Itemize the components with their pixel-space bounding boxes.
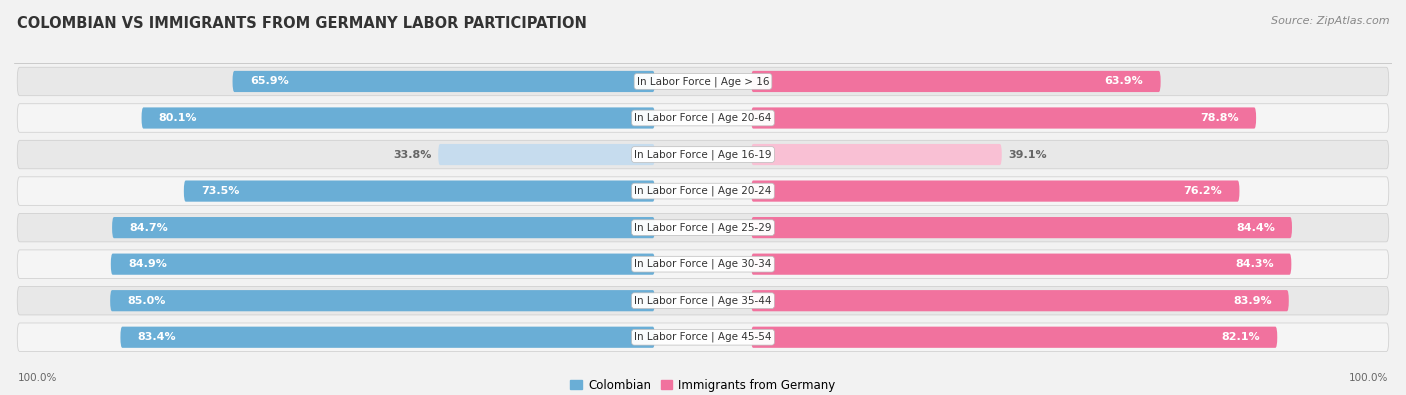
Text: 78.8%: 78.8% [1201,113,1239,123]
Text: 76.2%: 76.2% [1184,186,1222,196]
FancyBboxPatch shape [232,71,655,92]
FancyBboxPatch shape [751,107,1256,129]
FancyBboxPatch shape [142,107,655,129]
Text: 63.9%: 63.9% [1105,77,1143,87]
Text: 83.4%: 83.4% [138,332,176,342]
Text: In Labor Force | Age 45-54: In Labor Force | Age 45-54 [634,332,772,342]
FancyBboxPatch shape [751,290,1289,311]
FancyBboxPatch shape [439,144,655,165]
Text: In Labor Force | Age 30-34: In Labor Force | Age 30-34 [634,259,772,269]
Text: 100.0%: 100.0% [1350,373,1389,383]
Text: 84.7%: 84.7% [129,223,169,233]
FancyBboxPatch shape [112,217,655,238]
Text: 73.5%: 73.5% [201,186,239,196]
Legend: Colombian, Immigrants from Germany: Colombian, Immigrants from Germany [565,374,841,395]
FancyBboxPatch shape [17,250,1389,278]
Text: 85.0%: 85.0% [128,296,166,306]
Text: 100.0%: 100.0% [17,373,56,383]
Text: In Labor Force | Age 20-64: In Labor Force | Age 20-64 [634,113,772,123]
FancyBboxPatch shape [17,286,1389,315]
FancyBboxPatch shape [121,327,655,348]
Text: 83.9%: 83.9% [1233,296,1271,306]
FancyBboxPatch shape [751,327,1277,348]
Text: In Labor Force | Age 16-19: In Labor Force | Age 16-19 [634,149,772,160]
Text: 39.1%: 39.1% [1008,150,1047,160]
Text: In Labor Force | Age 35-44: In Labor Force | Age 35-44 [634,295,772,306]
Text: 84.9%: 84.9% [128,259,167,269]
Text: 84.4%: 84.4% [1236,223,1275,233]
FancyBboxPatch shape [751,181,1240,202]
FancyBboxPatch shape [17,323,1389,352]
FancyBboxPatch shape [17,67,1389,96]
Text: 82.1%: 82.1% [1222,332,1260,342]
FancyBboxPatch shape [751,144,1001,165]
Text: 33.8%: 33.8% [392,150,432,160]
Text: COLOMBIAN VS IMMIGRANTS FROM GERMANY LABOR PARTICIPATION: COLOMBIAN VS IMMIGRANTS FROM GERMANY LAB… [17,16,586,31]
FancyBboxPatch shape [111,254,655,275]
FancyBboxPatch shape [751,254,1291,275]
Text: In Labor Force | Age 20-24: In Labor Force | Age 20-24 [634,186,772,196]
Text: In Labor Force | Age 25-29: In Labor Force | Age 25-29 [634,222,772,233]
FancyBboxPatch shape [110,290,655,311]
FancyBboxPatch shape [17,177,1389,205]
FancyBboxPatch shape [17,104,1389,132]
Text: Source: ZipAtlas.com: Source: ZipAtlas.com [1271,16,1389,26]
Text: In Labor Force | Age > 16: In Labor Force | Age > 16 [637,76,769,87]
FancyBboxPatch shape [17,140,1389,169]
Text: 84.3%: 84.3% [1236,259,1274,269]
Text: 65.9%: 65.9% [250,77,288,87]
FancyBboxPatch shape [184,181,655,202]
FancyBboxPatch shape [751,217,1292,238]
Text: 80.1%: 80.1% [159,113,197,123]
FancyBboxPatch shape [751,71,1160,92]
FancyBboxPatch shape [17,213,1389,242]
